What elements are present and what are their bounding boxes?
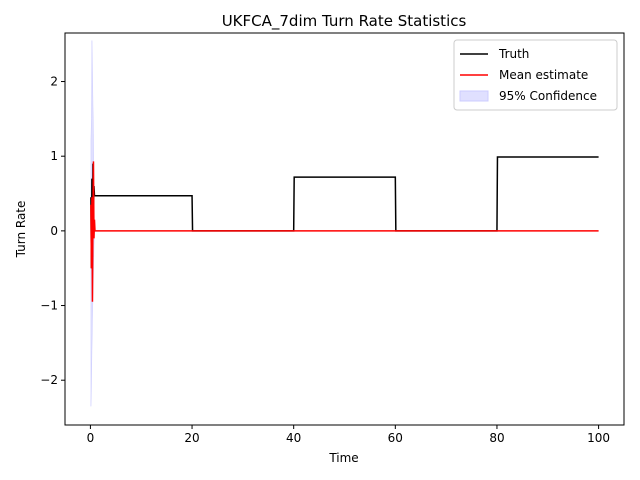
- x-tick-label: 20: [184, 431, 199, 445]
- mean-estimate-series-line: [90, 161, 599, 302]
- y-axis-ticks: −2 −1 0 1 2: [40, 75, 65, 387]
- x-tick-label: 0: [87, 431, 95, 445]
- y-tick-label: −2: [40, 373, 58, 387]
- chart-title: UKFCA_7dim Turn Rate Statistics: [222, 12, 467, 31]
- x-axis-label: Time: [328, 451, 358, 465]
- y-tick-label: 1: [50, 149, 58, 163]
- legend: Truth Mean estimate 95% Confidence: [453, 39, 618, 111]
- legend-truth-label: Truth: [498, 47, 529, 61]
- x-tick-label: 60: [388, 431, 403, 445]
- legend-confidence-label: 95% Confidence: [499, 89, 597, 103]
- x-tick-label: 40: [286, 431, 301, 445]
- legend-mean-label: Mean estimate: [499, 68, 588, 82]
- y-axis-label: Turn Rate: [14, 201, 28, 259]
- y-tick-label: 2: [50, 75, 58, 89]
- y-tick-label: −1: [40, 299, 58, 313]
- x-tick-label: 100: [587, 431, 610, 445]
- legend-frame: [453, 39, 618, 111]
- x-axis-ticks: 0 20 40 60 80 100: [87, 425, 610, 445]
- plot-frame: [64, 32, 625, 426]
- plot-area: [90, 40, 599, 407]
- series-layer: [90, 156, 599, 302]
- y-tick-label: 0: [50, 224, 58, 238]
- x-tick-label: 80: [489, 431, 504, 445]
- legend-confidence-swatch: [459, 90, 489, 102]
